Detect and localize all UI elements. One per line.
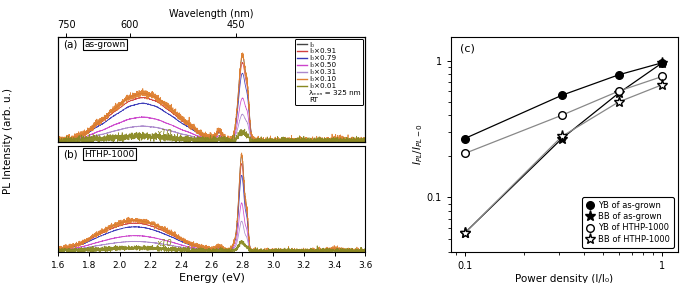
BB of HTHP-1000	[614, 100, 623, 104]
YB of HTHP-1000	[558, 113, 566, 117]
X-axis label: Power density (I/I₀): Power density (I/I₀)	[515, 274, 614, 283]
BB of HTHP-1000	[658, 83, 667, 86]
X-axis label: Wavelength (nm): Wavelength (nm)	[169, 9, 254, 19]
Legend: YB of as-grown, BB of as-grown, YB of HTHP-1000, BB of HTHP-1000: YB of as-grown, BB of as-grown, YB of HT…	[582, 197, 674, 248]
YB of HTHP-1000	[658, 75, 667, 78]
Text: as-grown: as-grown	[84, 40, 125, 49]
Text: x10: x10	[156, 129, 172, 138]
Line: BB of HTHP-1000: BB of HTHP-1000	[459, 79, 668, 239]
BB of as-grown	[658, 61, 667, 64]
Text: (a): (a)	[63, 40, 77, 50]
Text: PL Intensity (arb. u.): PL Intensity (arb. u.)	[3, 89, 13, 194]
Text: (b): (b)	[63, 150, 77, 160]
Line: YB of HTHP-1000: YB of HTHP-1000	[461, 72, 667, 157]
Line: BB of as-grown: BB of as-grown	[459, 57, 668, 239]
BB of HTHP-1000	[460, 231, 469, 235]
BB of as-grown	[460, 231, 469, 235]
YB of as-grown	[558, 94, 566, 97]
Text: x10: x10	[156, 239, 172, 248]
YB of as-grown	[460, 137, 469, 140]
Legend: I₀, I₀×0.91, I₀×0.79, I₀×0.50, I₀×0.31, I₀×0.10, I₀×0.01, λₑₓₙ = 325 nm, RT: I₀, I₀×0.91, I₀×0.79, I₀×0.50, I₀×0.31, …	[295, 39, 363, 106]
X-axis label: Energy (eV): Energy (eV)	[179, 273, 245, 283]
BB of as-grown	[558, 137, 566, 140]
Text: (c): (c)	[460, 43, 475, 53]
YB of as-grown	[658, 61, 667, 64]
Y-axis label: $I_{PL}/I_{PL-0}$: $I_{PL}/I_{PL-0}$	[411, 123, 425, 165]
Text: HTHP-1000: HTHP-1000	[84, 150, 134, 158]
YB of HTHP-1000	[614, 89, 623, 93]
Line: YB of as-grown: YB of as-grown	[461, 59, 667, 142]
YB of HTHP-1000	[460, 152, 469, 155]
BB of as-grown	[614, 91, 623, 95]
YB of as-grown	[614, 73, 623, 76]
BB of HTHP-1000	[558, 135, 566, 138]
